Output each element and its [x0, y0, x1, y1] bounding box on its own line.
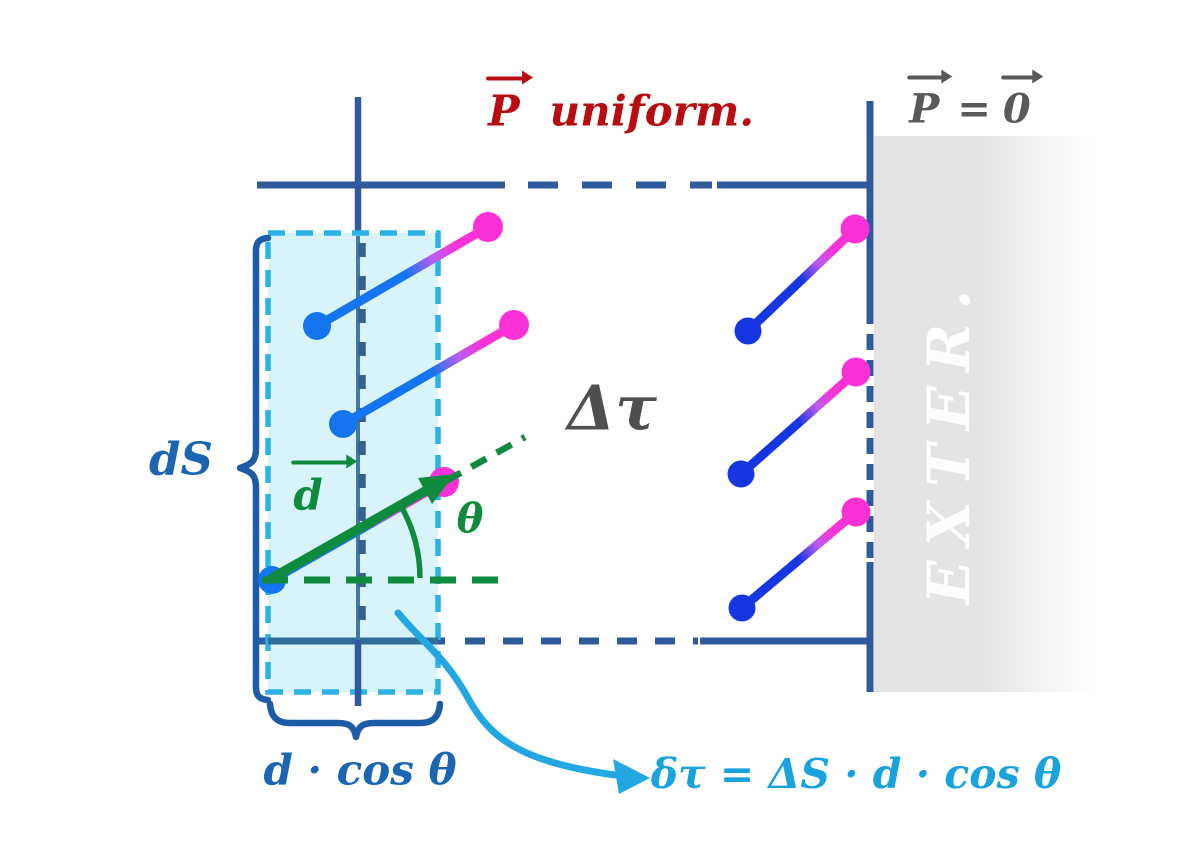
displacement-arrowhead: [418, 474, 455, 504]
displacement-extension-dashed: [444, 434, 527, 484]
dipole-left-2: [329, 310, 529, 438]
projection-length-label: d · cos θ: [263, 745, 457, 795]
negative-charge-dot: [329, 410, 357, 438]
negative-charge-dot: [303, 312, 331, 340]
dipole-right-1: [734, 214, 870, 345]
positive-charge-dot: [473, 212, 503, 242]
dipole-right-2: [727, 357, 871, 488]
positive-charge-dot: [841, 357, 871, 387]
displacement-vector-label: d: [291, 454, 359, 520]
dipole-left-1: [303, 212, 503, 340]
volume-element-label: Δτ: [567, 371, 657, 445]
projection-brace: [266, 700, 444, 741]
exterior-watermark-label: EXTER.: [915, 275, 983, 605]
negative-charge-dot: [727, 460, 755, 488]
ds-brace: [236, 234, 272, 704]
displacement-arrow-shaft: [267, 485, 432, 583]
zero-vector-symbol: 0: [1000, 69, 1044, 133]
p-vector-symbol: P: [907, 69, 953, 133]
positive-charge-dot: [841, 497, 871, 527]
equals-sign: =: [957, 85, 991, 133]
surface-element-label: dS: [149, 432, 213, 486]
dipole-right-3: [728, 497, 871, 622]
negative-charge-dot: [728, 594, 756, 622]
callout-arrowhead: [613, 759, 650, 794]
callout-arrow-curve: [394, 609, 619, 779]
volume-formula-label: δτ = ΔS · d · cos θ: [650, 750, 1062, 798]
angle-arc: [398, 504, 423, 579]
p-vector-symbol: P: [486, 70, 533, 136]
polarization-zero-label: P = 0: [907, 69, 1044, 133]
negative-charge-dot: [734, 317, 762, 345]
uniform-word: uniform.: [549, 86, 754, 136]
positive-charge-dot: [840, 214, 870, 244]
d-vector-symbol: d: [291, 454, 359, 520]
exterior-region-panel: [874, 136, 1092, 692]
positive-charge-dot: [499, 310, 529, 340]
angle-label: θ: [456, 495, 484, 543]
